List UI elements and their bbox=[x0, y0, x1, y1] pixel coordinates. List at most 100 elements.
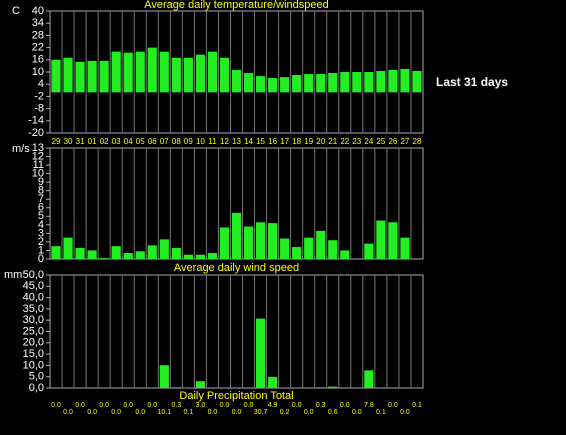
y-tick-label: 34 bbox=[32, 17, 44, 29]
value-label: 0.0 bbox=[51, 402, 61, 409]
bar bbox=[388, 222, 398, 259]
y-tick-label: 25,0 bbox=[23, 325, 44, 337]
x-tick-label: 14 bbox=[244, 137, 253, 146]
bar bbox=[111, 246, 121, 259]
chart-title: Daily Precipitation Total bbox=[179, 390, 293, 402]
bar bbox=[195, 54, 205, 93]
bar bbox=[219, 227, 230, 259]
value-label: 0.0 bbox=[304, 409, 314, 416]
bar bbox=[207, 253, 218, 259]
bar bbox=[316, 387, 326, 388]
value-label: 0.0 bbox=[123, 402, 133, 409]
bar bbox=[364, 72, 374, 93]
y-tick-label: 40 bbox=[32, 5, 44, 17]
bar bbox=[51, 246, 61, 259]
bar bbox=[171, 247, 181, 259]
value-label: 0.0 bbox=[220, 402, 230, 409]
value-label: 0.6 bbox=[328, 409, 338, 416]
value-label: 0.0 bbox=[135, 409, 145, 416]
value-label: 10.1 bbox=[157, 409, 171, 416]
value-label: 0.0 bbox=[400, 409, 410, 416]
bar bbox=[280, 238, 290, 259]
x-tick-label: 28 bbox=[413, 137, 422, 146]
bar bbox=[147, 245, 157, 259]
x-tick-label: 11 bbox=[208, 137, 217, 146]
bar bbox=[159, 239, 169, 259]
bar bbox=[75, 61, 85, 93]
y-tick-label: 10 bbox=[32, 168, 44, 180]
bar bbox=[352, 72, 362, 93]
y-tick-label: 5 bbox=[38, 210, 44, 222]
x-tick-label: 19 bbox=[304, 137, 313, 146]
chart-title: Average daily temperature/windspeed bbox=[144, 0, 328, 11]
y-axis-label: m/s bbox=[12, 143, 30, 155]
value-label: 0.0 bbox=[244, 402, 254, 409]
value-label: 0.0 bbox=[75, 402, 85, 409]
bar bbox=[388, 69, 398, 93]
bar bbox=[231, 69, 242, 93]
bar bbox=[123, 253, 133, 259]
value-label: 0.0 bbox=[232, 409, 242, 416]
bar bbox=[328, 386, 338, 388]
y-tick-label: 7 bbox=[38, 193, 44, 205]
y-tick-label: 40,0 bbox=[23, 292, 44, 304]
bar bbox=[340, 72, 350, 93]
bar bbox=[268, 376, 278, 388]
bar bbox=[159, 365, 169, 388]
bar bbox=[400, 237, 410, 259]
y-tick-label: 1 bbox=[38, 244, 44, 256]
x-tick-label: 17 bbox=[280, 137, 289, 146]
x-tick-label: 21 bbox=[328, 137, 337, 146]
x-tick-label: 24 bbox=[364, 137, 373, 146]
y-tick-label: 3 bbox=[38, 227, 44, 239]
bar bbox=[75, 247, 85, 259]
x-tick-label: 05 bbox=[136, 137, 145, 146]
y-tick-label: 10,0 bbox=[23, 359, 44, 371]
value-label: 0.1 bbox=[376, 409, 386, 416]
bar bbox=[147, 47, 157, 93]
value-label: 0.3 bbox=[316, 402, 326, 409]
value-label: 0.0 bbox=[111, 409, 121, 416]
value-label: 4.9 bbox=[268, 402, 278, 409]
bar bbox=[364, 243, 374, 259]
bar bbox=[207, 51, 218, 93]
bar bbox=[243, 73, 254, 93]
bar bbox=[340, 250, 350, 259]
value-label: 3.0 bbox=[196, 402, 206, 409]
y-tick-label: 5,0 bbox=[29, 371, 44, 383]
bar bbox=[376, 220, 386, 259]
bar bbox=[183, 57, 193, 93]
bar bbox=[231, 212, 242, 259]
value-label: 0.0 bbox=[292, 402, 302, 409]
bar bbox=[243, 226, 254, 259]
bar bbox=[87, 60, 97, 93]
bar bbox=[268, 223, 278, 259]
bar bbox=[51, 59, 61, 93]
x-tick-label: 04 bbox=[124, 137, 133, 146]
bar bbox=[412, 70, 422, 93]
x-tick-label: 26 bbox=[388, 137, 397, 146]
y-tick-label: 8 bbox=[38, 185, 44, 197]
y-tick-label: 9 bbox=[38, 176, 44, 188]
bar bbox=[171, 57, 181, 93]
x-tick-label: 31 bbox=[76, 137, 85, 146]
x-tick-label: 30 bbox=[64, 137, 73, 146]
x-tick-label: 20 bbox=[316, 137, 325, 146]
bar bbox=[255, 222, 266, 259]
y-tick-label: 4 bbox=[38, 78, 44, 90]
value-label: 0.0 bbox=[147, 402, 157, 409]
bar bbox=[63, 57, 73, 93]
bar bbox=[280, 77, 290, 93]
x-tick-label: 10 bbox=[196, 137, 205, 146]
x-tick-label: 29 bbox=[52, 137, 61, 146]
y-tick-label: 6 bbox=[38, 202, 44, 214]
bar bbox=[135, 251, 145, 259]
value-label: 0.3 bbox=[171, 402, 181, 409]
x-tick-label: 02 bbox=[100, 137, 109, 146]
bar bbox=[195, 254, 205, 259]
bar bbox=[292, 247, 302, 259]
bar bbox=[376, 70, 386, 93]
value-label: 0.0 bbox=[208, 409, 218, 416]
